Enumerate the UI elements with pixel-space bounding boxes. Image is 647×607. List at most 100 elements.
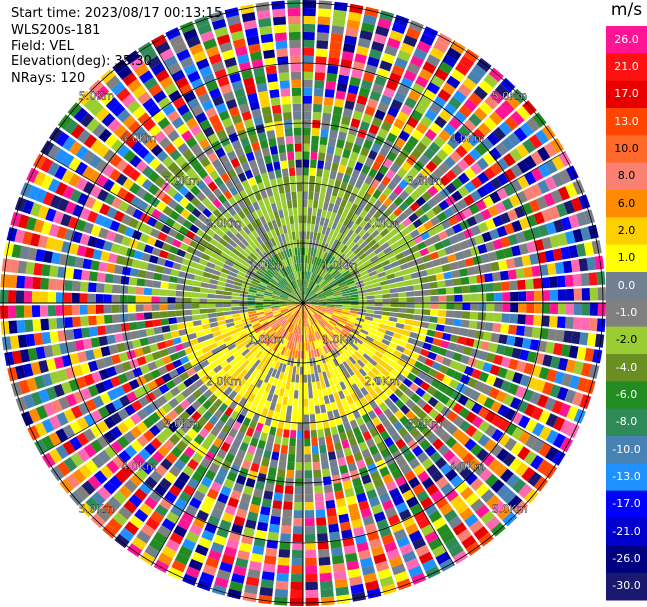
velocity-gate: [178, 185, 190, 197]
velocity-gate: [432, 517, 447, 530]
velocity-gate: [303, 303, 306, 311]
velocity-gate: [386, 237, 397, 246]
velocity-gate: [303, 296, 309, 303]
velocity-gate: [203, 421, 214, 432]
velocity-gate: [154, 358, 165, 368]
velocity-gate: [321, 282, 329, 289]
velocity-gate: [16, 320, 26, 333]
velocity-gate: [143, 76, 158, 91]
velocity-gate: [549, 234, 560, 248]
velocity-gate: [367, 410, 377, 420]
velocity-gate: [445, 436, 458, 449]
velocity-gate: [493, 313, 503, 323]
velocity-gate: [382, 377, 392, 387]
velocity-gate: [193, 363, 203, 373]
velocity-gate: [422, 61, 437, 74]
velocity-gate: [179, 410, 191, 422]
velocity-gate: [170, 386, 181, 397]
velocity-gate: [69, 490, 84, 506]
colorbar-swatch: [606, 217, 647, 246]
velocity-gate: [408, 20, 424, 33]
velocity-gate: [260, 321, 269, 327]
velocity-gate: [237, 209, 246, 220]
velocity-gate: [530, 167, 544, 182]
velocity-gate: [536, 459, 551, 475]
velocity-gate: [128, 277, 138, 286]
velocity-gate: [399, 228, 410, 237]
velocity-gate: [110, 412, 123, 425]
velocity-gate: [103, 283, 113, 293]
velocity-gate: [308, 317, 313, 326]
velocity-gate: [381, 175, 391, 187]
velocity-gate: [273, 236, 280, 245]
velocity-gate: [236, 342, 245, 350]
velocity-gate: [72, 280, 81, 292]
velocity-gate: [349, 3, 364, 14]
velocity-gate: [491, 414, 504, 428]
velocity-gate: [390, 303, 399, 308]
velocity-gate: [220, 485, 232, 497]
velocity-gate: [446, 423, 458, 436]
velocity-gate: [177, 103, 190, 116]
velocity-gate: [186, 428, 198, 440]
velocity-gate: [158, 383, 170, 395]
velocity-gate: [146, 456, 159, 469]
velocity-gate: [233, 482, 244, 493]
velocity-gate: [212, 269, 221, 276]
velocity-gate: [279, 297, 288, 300]
velocity-gate: [232, 213, 242, 223]
velocity-gate: [231, 573, 245, 584]
velocity-gate: [172, 192, 184, 203]
velocity-gate: [422, 342, 432, 351]
velocity-gate: [311, 256, 315, 265]
velocity-gate: [255, 529, 267, 540]
velocity-gate: [409, 427, 421, 439]
velocity-gate: [287, 274, 292, 283]
velocity-gate: [274, 312, 282, 318]
velocity-gate: [216, 527, 230, 539]
velocity-gate: [483, 73, 499, 88]
velocity-gate: [249, 315, 258, 321]
velocity-gate: [100, 346, 111, 357]
velocity-gate: [174, 255, 184, 264]
velocity-gate: [343, 191, 351, 201]
velocity-gate: [136, 278, 146, 287]
velocity-gate: [328, 451, 337, 461]
velocity-gate: [168, 433, 181, 446]
velocity-gate: [500, 100, 515, 115]
velocity-gate: [394, 571, 409, 583]
velocity-gate: [37, 235, 49, 249]
velocity-gate: [341, 414, 349, 424]
velocity-gate: [342, 108, 353, 118]
velocity-gate: [317, 24, 330, 34]
velocity-gate: [255, 247, 263, 256]
velocity-gate: [145, 138, 158, 151]
velocity-gate: [99, 392, 112, 405]
velocity-gate: [327, 137, 337, 147]
velocity-gate: [297, 296, 303, 303]
velocity-gate: [284, 485, 294, 495]
velocity-gate: [0, 274, 10, 288]
velocity-gate: [319, 259, 325, 268]
velocity-gate: [424, 503, 438, 516]
velocity-gate: [445, 468, 458, 482]
velocity-gate: [437, 310, 447, 317]
velocity-gate: [310, 305, 319, 308]
velocity-gate: [150, 437, 162, 450]
velocity-gate: [233, 260, 243, 268]
velocity-gate: [112, 323, 122, 333]
velocity-gate: [319, 280, 327, 287]
velocity-gate: [18, 214, 30, 229]
velocity-gate: [245, 27, 259, 38]
colorbar-tick-label: -4.0: [615, 360, 638, 374]
velocity-gate: [412, 320, 422, 327]
velocity-gate: [218, 276, 227, 283]
velocity-gate: [453, 90, 467, 104]
velocity-gate: [358, 466, 369, 477]
velocity-gate: [148, 538, 164, 552]
velocity-gate: [516, 105, 531, 121]
velocity-gate: [55, 131, 70, 147]
velocity-gate: [265, 259, 273, 268]
velocity-gate: [351, 186, 360, 196]
velocity-gate: [196, 369, 207, 378]
